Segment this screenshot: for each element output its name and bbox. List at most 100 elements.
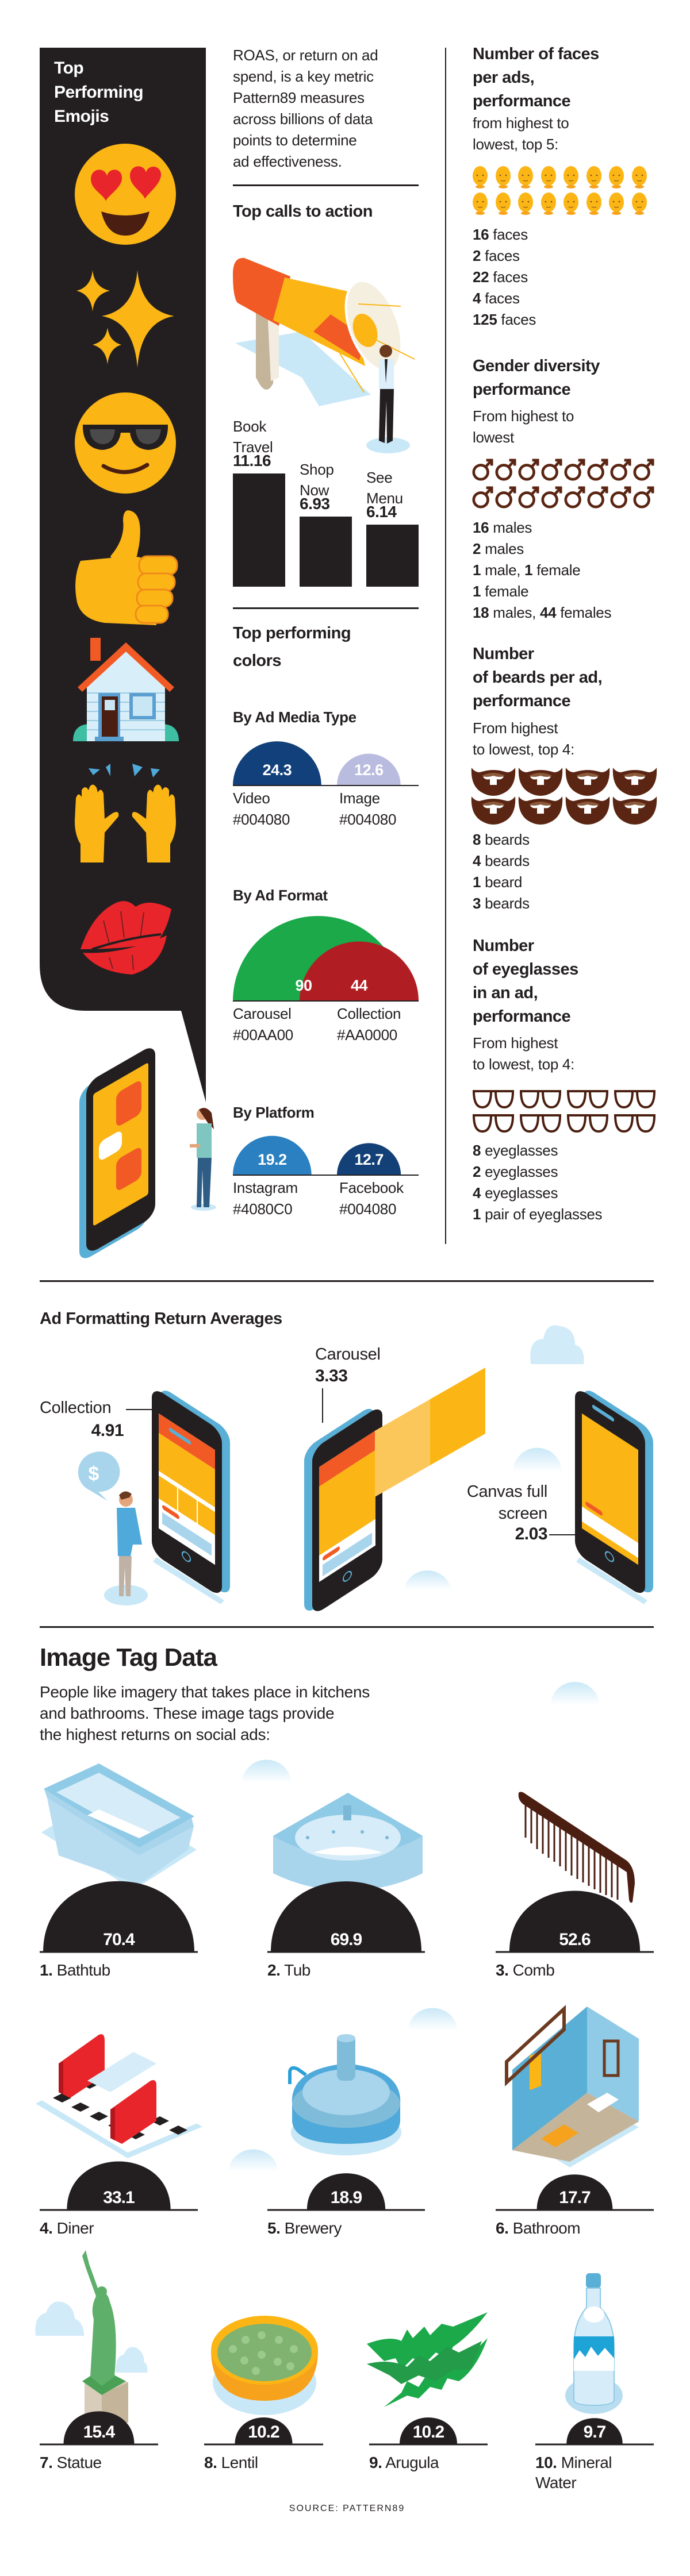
shopper-man-illustration: $ [78,1451,148,1605]
face-icon [494,165,512,191]
dome-value: 10.2 [248,2423,279,2442]
intro-line: and bathrooms. These image tags provide [40,1704,335,1722]
mineral-water-bottle-illustration [565,2273,623,2414]
beards-title: Number of beards per ad, performance [473,642,603,713]
tag-name: Brewery [284,2219,342,2237]
colors-title: Top performing colors [233,619,351,675]
male-symbol-icon [632,486,654,513]
semicircle-value: 90 [295,977,312,994]
beards-list-item: 3 beards [473,893,530,914]
gender-list-item: 1 female [473,581,529,602]
count-label: males, [489,604,540,621]
eyeglasses-icon [613,1089,657,1112]
divider [233,607,419,609]
eyeglasses-list-item: 2 eyeglasses [473,1161,558,1183]
woman-figure-illustration [190,1108,216,1211]
tag-rank: 9. [369,2454,382,2471]
semicircle-chart-canvas [233,741,419,1176]
gender-list-item: 2 males [473,538,524,560]
semicircle-value: 12.6 [354,761,384,779]
svg-text:$: $ [89,1463,99,1485]
semicircle-image [337,753,401,785]
beard-icon [518,796,563,828]
house-emoji-icon [73,638,179,741]
value-dome [509,1890,641,1952]
source-credit: SOURCE: PATTERN89 [289,2504,405,2513]
face-icon [585,165,603,191]
eyeglasses-subtitle: From highest to lowest, top 4: [473,1033,574,1075]
beard-icon [565,768,610,799]
count-value: 16 [473,519,489,536]
faces-list-item: 4 faces [473,288,520,309]
faces-title: Number of faces per ads, performance [473,43,599,113]
value-dome [306,2173,386,2210]
eyeglasses-list-item: 4 eyeglasses [473,1183,558,1204]
male-symbol-icon [610,458,631,485]
image-tag-label: 2. Tub [267,1960,417,1980]
semicircle-value: 19.2 [258,1151,287,1168]
faces-list-item: 2 faces [473,245,520,267]
tag-name: Arugula [385,2454,439,2471]
category-label: Facebook [339,1179,404,1196]
cta-bar-value: 6.93 [300,494,330,513]
collection-leader-line [126,1409,152,1410]
count-label: faces [489,268,528,286]
dome-value: 9.7 [583,2423,607,2442]
cta-bar [366,524,419,587]
title-line: performance [473,1007,571,1026]
semicircle-video [233,741,321,785]
cta-bar-value: 6.14 [366,502,397,521]
carousel-phone-illustration [304,1368,485,1611]
male-symbol-icon [540,458,562,485]
subtitle-line: From highest to [473,407,574,425]
intro-text: ROAS, or return on ad spend, is a key me… [233,45,378,172]
count-label: faces [481,290,520,307]
value-dome [43,1881,194,1952]
eyeglasses-title: Number of eyeglasses in an ad, performance [473,934,578,1029]
eyeglasses-icon [519,1113,562,1137]
beard-icon [565,796,610,828]
canvas-label: Canvas full screen [466,1483,547,1523]
category-label: Instagram [233,1179,298,1196]
count-value: 1 [473,1206,481,1223]
count-label: eyeglasses [481,1142,558,1159]
cta-bar-value: 11.16 [233,452,271,470]
male-symbol-icon [471,458,493,485]
dome-value: 17.7 [559,2188,591,2207]
face-icon [517,192,534,218]
image-tag-label: 9. Arugula [369,2452,519,2473]
value-dome [566,2418,623,2444]
image-tag-label: 1. Bathtub [40,1960,189,1980]
count-label: faces [489,226,528,243]
image-tag-label: 3. Comb [496,1960,645,1980]
count-label: faces [497,311,536,328]
count-label: beards [481,831,530,848]
semicircle-value: 24.3 [262,761,292,779]
male-symbol-icon [564,458,585,485]
face-icon [540,165,557,191]
section-divider [40,1280,654,1282]
hex-code-label: #004080 [233,811,290,828]
title-line: colors [233,652,282,670]
eyeglasses-list-item: 8 eyeglasses [473,1140,558,1161]
title-line: Number [473,937,534,955]
faces-subtitle: from highest to lowest, top 5: [473,113,569,155]
title-line: Number [473,645,534,663]
title-line: of eyeglasses [473,960,578,979]
sunglasses-emoji-icon [75,392,176,494]
face-icon [471,165,489,191]
tag-rank: 8. [204,2454,217,2471]
image-tag-intro: People like imagery that takes place in … [40,1681,370,1745]
male-symbol-icon [471,486,493,513]
category-label: Carousel [233,1005,292,1022]
faces-list-item: 125 faces [473,309,536,330]
male-symbol-icon [494,458,516,485]
face-icon [517,165,534,191]
face-icon [562,192,580,218]
title-line: performance [473,380,571,399]
count-value: 4 [473,290,481,307]
tag-name: Comb [512,1961,555,1979]
carousel-value: 3.33 [315,1366,348,1385]
tag-rank: 2. [267,1961,281,1979]
column-divider [445,48,446,1244]
